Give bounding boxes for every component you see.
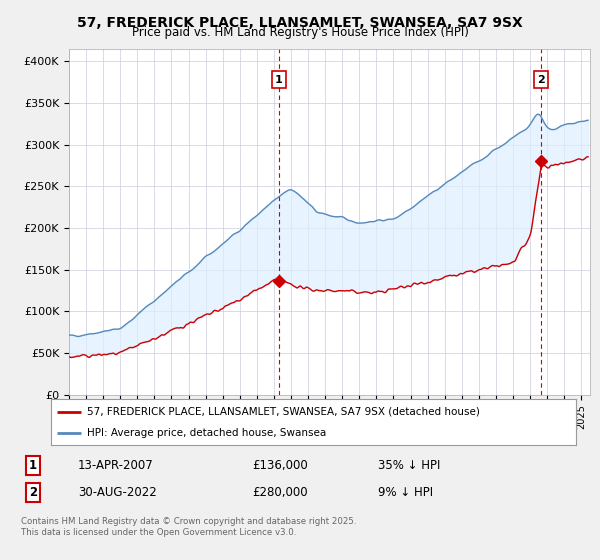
Text: 9% ↓ HPI: 9% ↓ HPI xyxy=(378,486,433,500)
Text: 2: 2 xyxy=(29,486,37,500)
Text: £280,000: £280,000 xyxy=(252,486,308,500)
Text: 1: 1 xyxy=(275,74,283,85)
Text: 57, FREDERICK PLACE, LLANSAMLET, SWANSEA, SA7 9SX (detached house): 57, FREDERICK PLACE, LLANSAMLET, SWANSEA… xyxy=(87,407,479,417)
Text: Contains HM Land Registry data © Crown copyright and database right 2025.
This d: Contains HM Land Registry data © Crown c… xyxy=(21,517,356,536)
Text: HPI: Average price, detached house, Swansea: HPI: Average price, detached house, Swan… xyxy=(87,428,326,438)
Text: Price paid vs. HM Land Registry's House Price Index (HPI): Price paid vs. HM Land Registry's House … xyxy=(131,26,469,39)
Text: 57, FREDERICK PLACE, LLANSAMLET, SWANSEA, SA7 9SX: 57, FREDERICK PLACE, LLANSAMLET, SWANSEA… xyxy=(77,16,523,30)
Text: £136,000: £136,000 xyxy=(252,459,308,473)
Text: 35% ↓ HPI: 35% ↓ HPI xyxy=(378,459,440,473)
Text: 1: 1 xyxy=(29,459,37,473)
Text: 2: 2 xyxy=(538,74,545,85)
Text: 30-AUG-2022: 30-AUG-2022 xyxy=(78,486,157,500)
Text: 13-APR-2007: 13-APR-2007 xyxy=(78,459,154,473)
